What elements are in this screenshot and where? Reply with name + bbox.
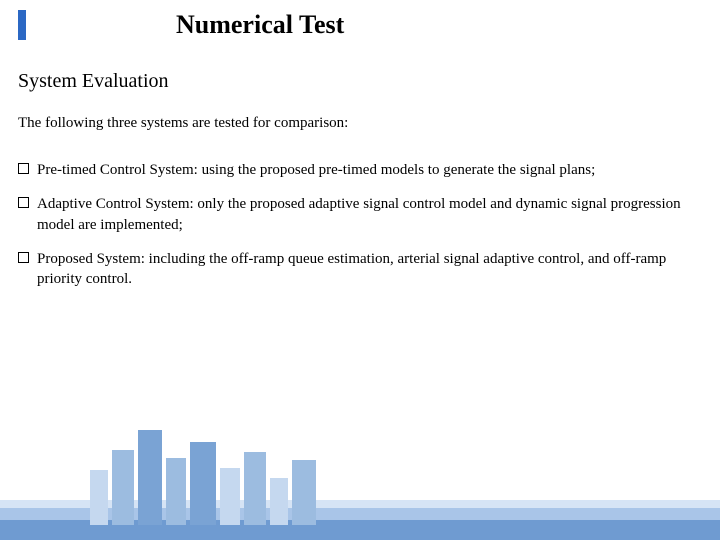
- footer-skyline-graphic: [0, 430, 720, 540]
- bullet-text: Pre-timed Control System: using the prop…: [37, 160, 702, 180]
- accent-bar: [18, 10, 26, 40]
- list-item: Adaptive Control System: only the propos…: [18, 194, 702, 235]
- subtitle: System Evaluation: [0, 40, 720, 93]
- bullet-text: Adaptive Control System: only the propos…: [37, 194, 702, 235]
- list-item: Proposed System: including the off-ramp …: [18, 249, 702, 290]
- square-bullet-icon: [18, 252, 29, 263]
- bullet-list: Pre-timed Control System: using the prop…: [0, 132, 720, 289]
- title-row: Numerical Test: [0, 0, 720, 40]
- square-bullet-icon: [18, 197, 29, 208]
- bullet-text: Proposed System: including the off-ramp …: [37, 249, 702, 290]
- square-bullet-icon: [18, 163, 29, 174]
- list-item: Pre-timed Control System: using the prop…: [18, 160, 702, 180]
- intro-text: The following three systems are tested f…: [0, 93, 720, 132]
- page-title: Numerical Test: [176, 10, 344, 40]
- slide: Numerical Test System Evaluation The fol…: [0, 0, 720, 540]
